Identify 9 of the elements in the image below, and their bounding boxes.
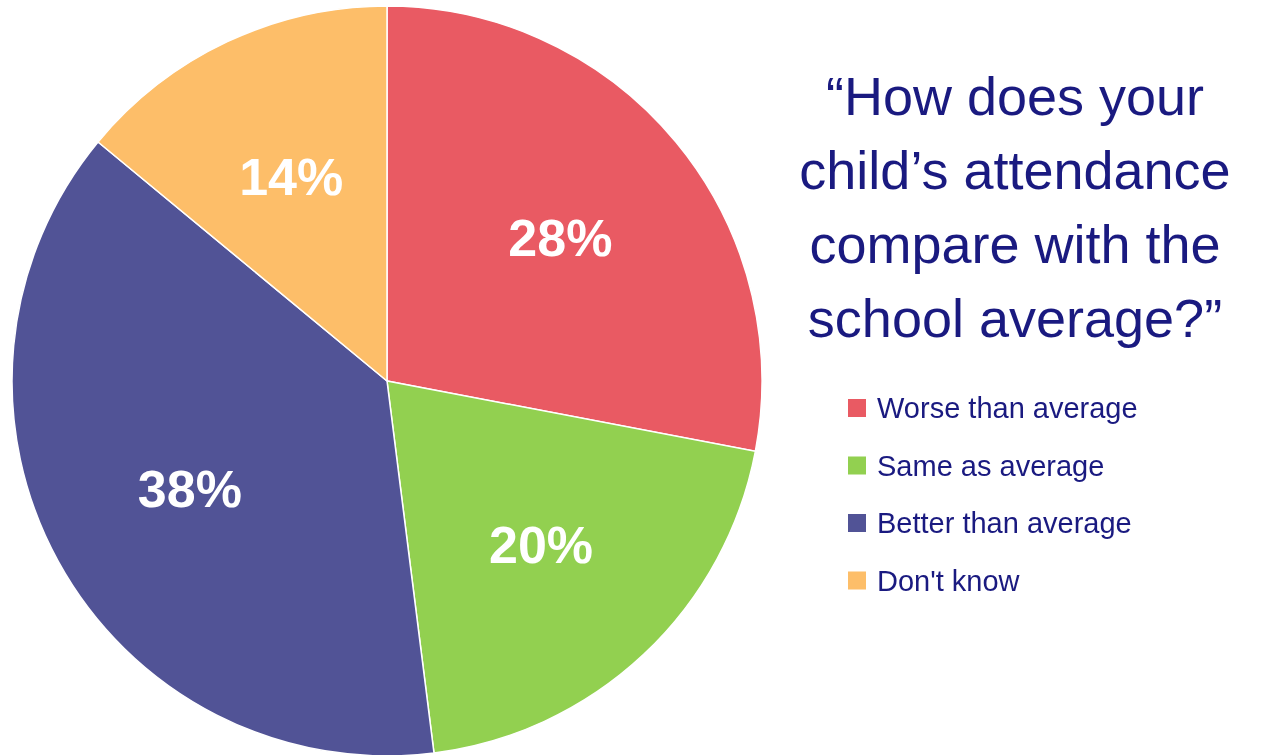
legend-label: Worse than average — [877, 392, 1138, 424]
data-label: 20% — [488, 516, 594, 575]
text: “How does your child’s attendance compare with the school average?” — [799, 66, 1231, 348]
legend-label: Same as average — [877, 449, 1105, 482]
legend-label: Don't know — [877, 564, 1021, 597]
legend-label: Better than average — [877, 507, 1132, 539]
data-label: 38% — [137, 460, 242, 519]
data-label: 14% — [239, 148, 344, 207]
data-label: 28% — [508, 208, 613, 267]
